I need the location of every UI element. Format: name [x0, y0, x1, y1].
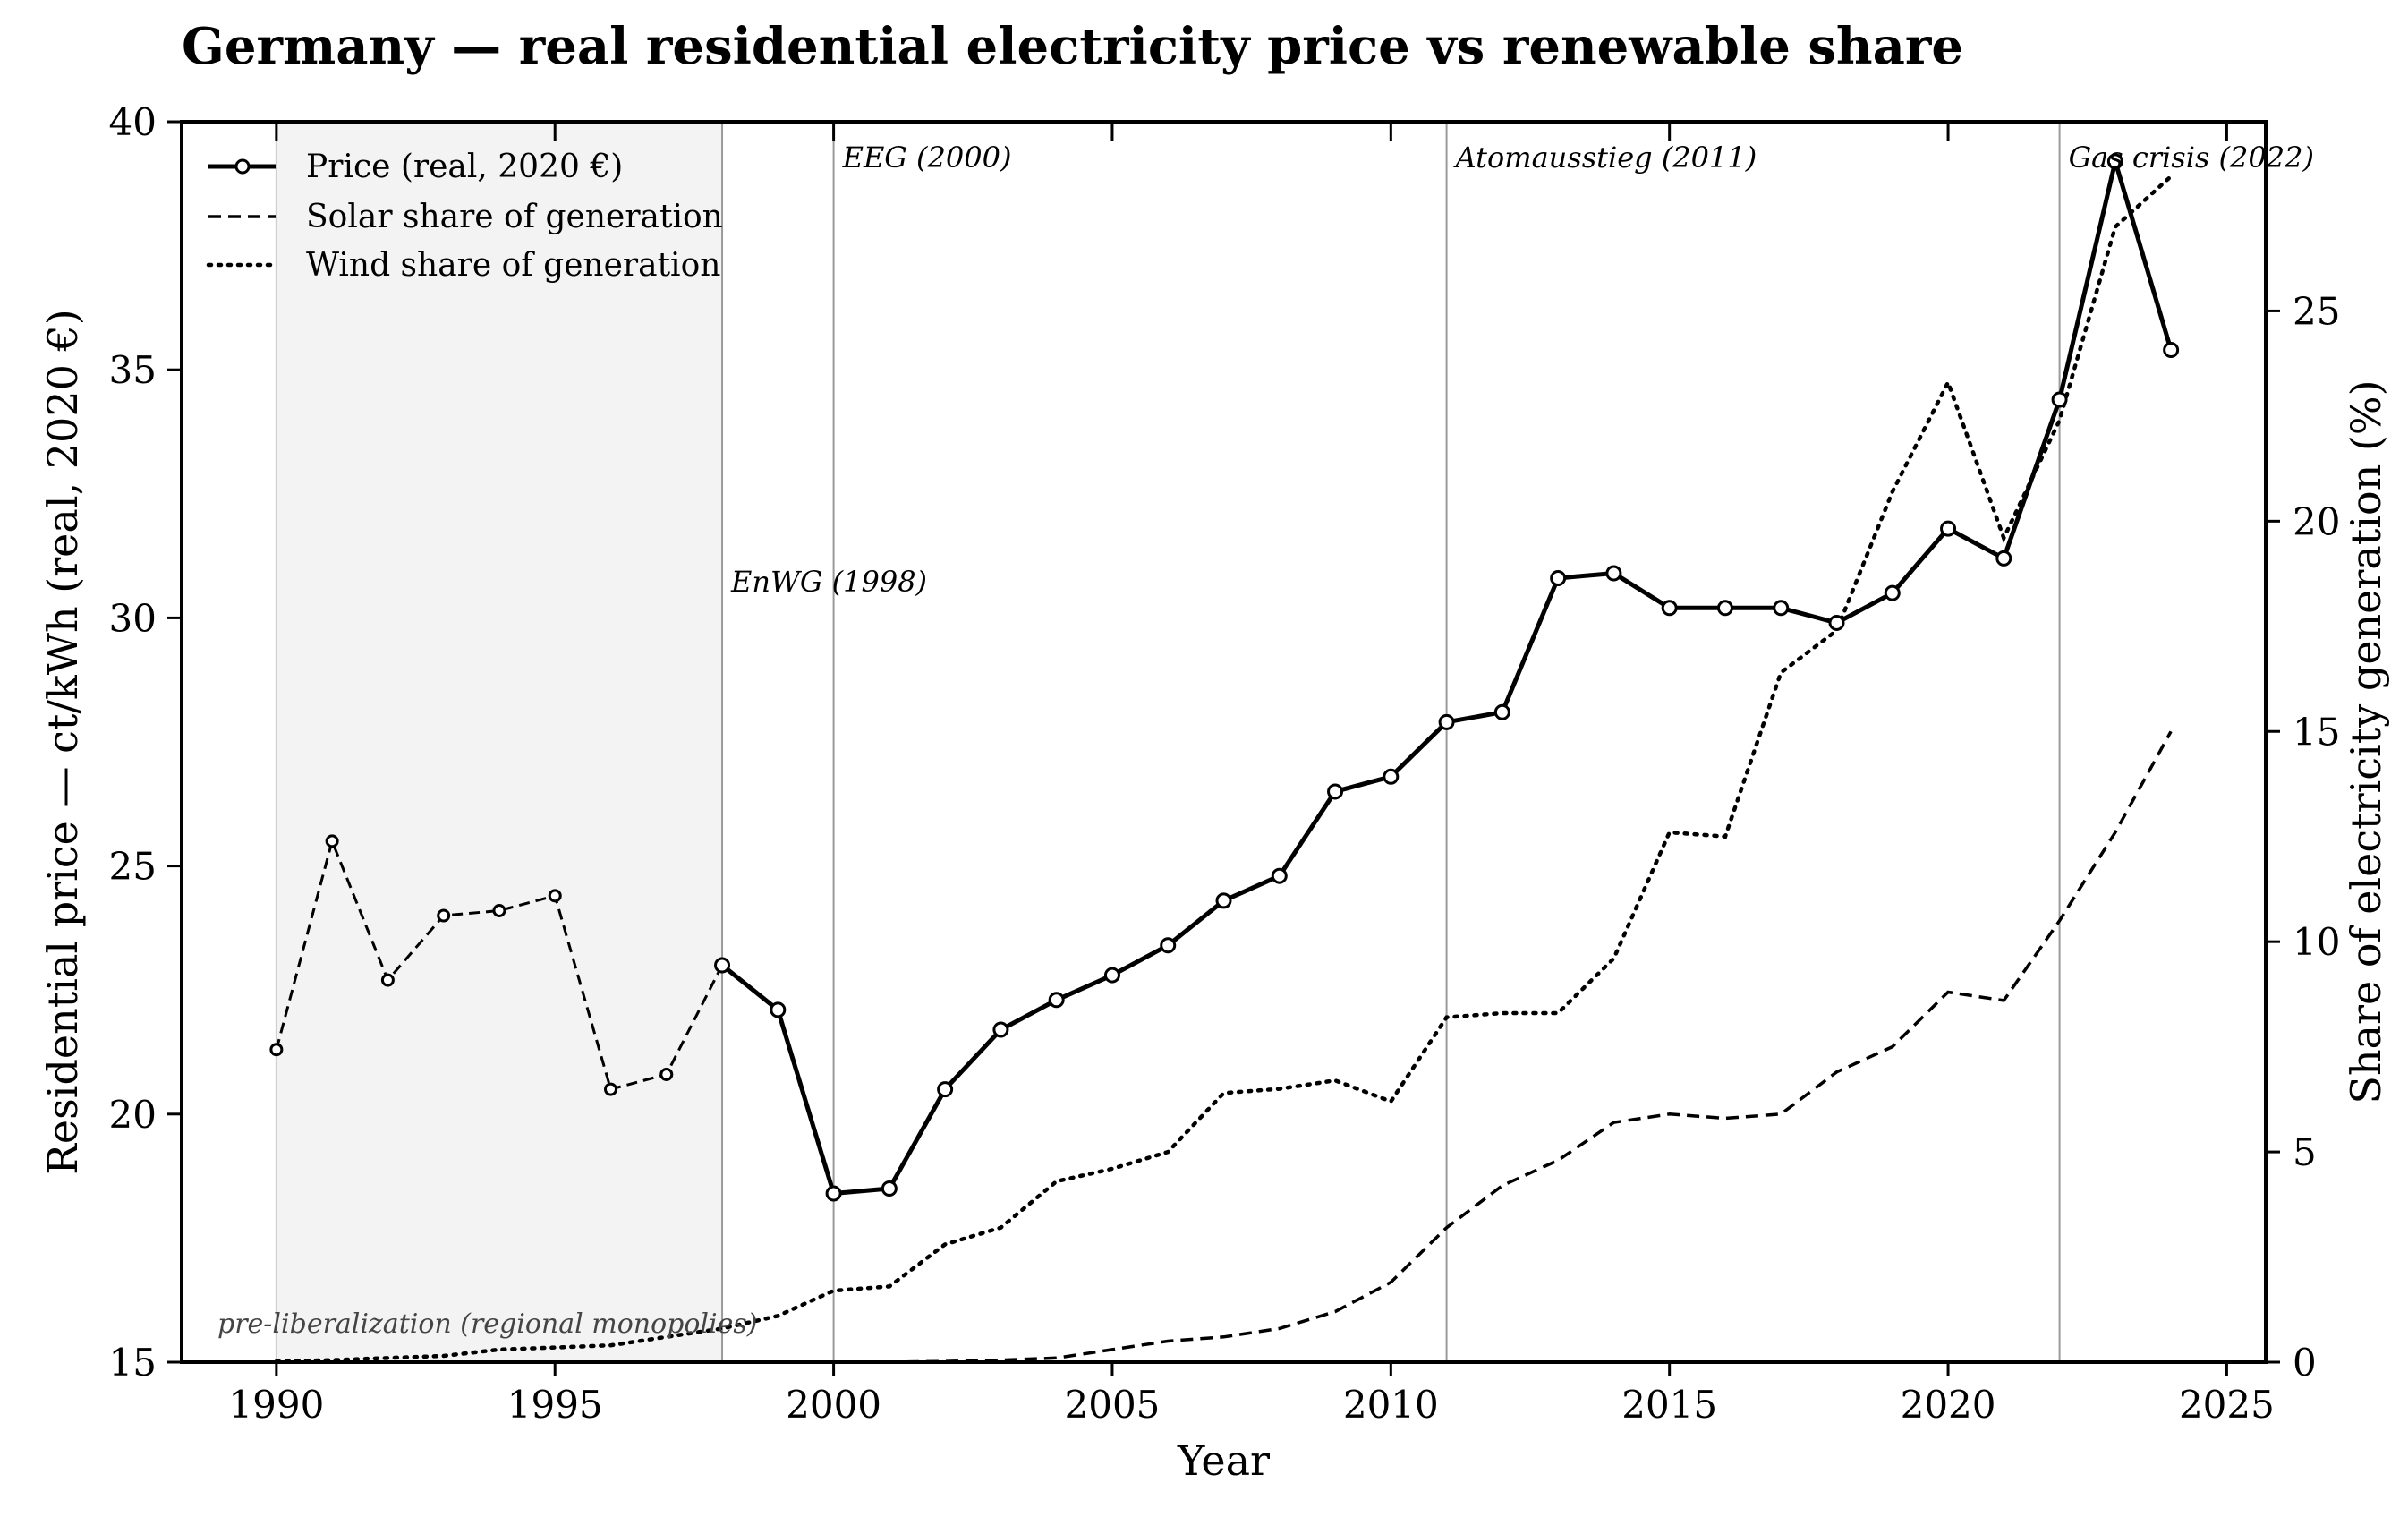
- y-left-tick-label-15: 15: [109, 1341, 157, 1385]
- event-label-2022: Gas crisis (2022): [2069, 141, 2314, 175]
- x-tick-label-2020: 2020: [1901, 1383, 1996, 1427]
- y-left-tick-label-35: 35: [109, 348, 157, 392]
- price-point-2016: [1716, 600, 1733, 617]
- y-left-tick-label-40: 40: [109, 100, 157, 144]
- y-right-tick-label-15: 15: [2293, 710, 2340, 754]
- price-point-2021: [1995, 550, 2012, 567]
- legend-label-price: Price (real, 2020 €): [306, 149, 623, 185]
- price-point-1993: [437, 908, 451, 923]
- price-point-2009: [1327, 783, 1344, 800]
- annotation-layer: EnWG (1998) EEG (2000) Atomausstieg (2011)…: [217, 141, 2314, 1340]
- series-price-pre-liberalization: [275, 837, 724, 1091]
- price-point-2011: [1438, 713, 1455, 730]
- y-left-tick-label-25: 25: [109, 845, 157, 889]
- y-right-tick-label-25: 25: [2293, 289, 2340, 333]
- price-point-2002: [937, 1081, 954, 1098]
- event-label-1998: EnWG (1998): [730, 565, 927, 599]
- price-point-2013: [1550, 570, 1567, 587]
- y-right-tick-label-5: 5: [2293, 1130, 2317, 1174]
- x-tick-label-2010: 2010: [1343, 1383, 1439, 1427]
- price-point-2015: [1661, 600, 1678, 617]
- legend-label-wind: Wind share of generation: [306, 247, 720, 284]
- price-point-2000: [825, 1185, 842, 1202]
- price-point-2004: [1048, 992, 1065, 1009]
- event-label-2000: EEG (2000): [842, 141, 1012, 175]
- price-point-2010: [1383, 768, 1400, 785]
- price-point-2007: [1215, 892, 1232, 909]
- price-point-2017: [1773, 600, 1790, 617]
- legend-marker-price: [234, 158, 251, 175]
- price-point-2006: [1160, 937, 1177, 954]
- price-point-2024: [2163, 342, 2180, 359]
- plot-frame: [180, 120, 2268, 1364]
- axes-layer: 1990 1995 2000 2005 2010 2015 2020 202515202530…: [109, 100, 2341, 1427]
- price-point-2020: [1940, 520, 1957, 537]
- price-point-1991: [325, 834, 339, 848]
- marker-layer: [269, 153, 2180, 1202]
- event-lines: [275, 122, 2061, 1362]
- chart-title: Germany — real residential electricity p…: [182, 17, 1963, 76]
- x-tick-label-2000: 2000: [786, 1383, 881, 1427]
- x-axis-label: Year: [1177, 1436, 1270, 1485]
- price-point-1992: [380, 973, 395, 987]
- price-point-2022: [2051, 391, 2068, 408]
- price-point-1997: [659, 1067, 674, 1081]
- y-right-tick-label-0: 0: [2293, 1341, 2317, 1385]
- event-label-2011: Atomausstieg (2011): [1453, 141, 1757, 175]
- x-tick-label-2025: 2025: [2179, 1383, 2275, 1427]
- price-point-2014: [1605, 565, 1622, 582]
- price-point-2023: [2106, 153, 2123, 170]
- price-point-2005: [1103, 967, 1120, 984]
- price-point-2019: [1884, 584, 1901, 601]
- price-point-1990: [269, 1043, 284, 1057]
- price-point-2001: [881, 1180, 898, 1197]
- series-wind-share-of-generation: [274, 174, 2174, 1364]
- x-tick-label-2015: 2015: [1621, 1383, 1717, 1427]
- price-point-1999: [770, 1001, 787, 1018]
- y-left-tick-label-30: 30: [109, 596, 157, 640]
- shaded-region-label: pre-liberalization (regional monopolies): [217, 1308, 757, 1340]
- price-point-1995: [548, 889, 562, 903]
- price-point-2003: [992, 1021, 1009, 1038]
- x-tick-label-1990: 1990: [228, 1383, 324, 1427]
- y-right-tick-label-10: 10: [2293, 920, 2340, 964]
- y-right-tick-label-20: 20: [2293, 499, 2340, 543]
- legend-label-solar: Solar share of generation: [306, 199, 723, 235]
- x-tick-label-1995: 1995: [507, 1383, 603, 1427]
- price-point-1998: [714, 957, 731, 974]
- price-point-1994: [492, 903, 506, 917]
- y-axis-left-label: Residential price — ct/kWh (real, 2020 €…: [38, 309, 87, 1174]
- price-point-2008: [1271, 867, 1288, 884]
- x-tick-label-2005: 2005: [1065, 1383, 1161, 1427]
- y-left-tick-label-20: 20: [109, 1093, 157, 1137]
- y-axis-right-label: Share of electricity generation (%): [2342, 379, 2390, 1104]
- price-point-2012: [1493, 703, 1510, 720]
- legend: Price (real, 2020 €) Solar share of gene…: [206, 149, 723, 284]
- pre-liberalization-shade: [276, 122, 723, 1362]
- price-point-2018: [1828, 614, 1845, 631]
- price-point-1996: [604, 1082, 617, 1096]
